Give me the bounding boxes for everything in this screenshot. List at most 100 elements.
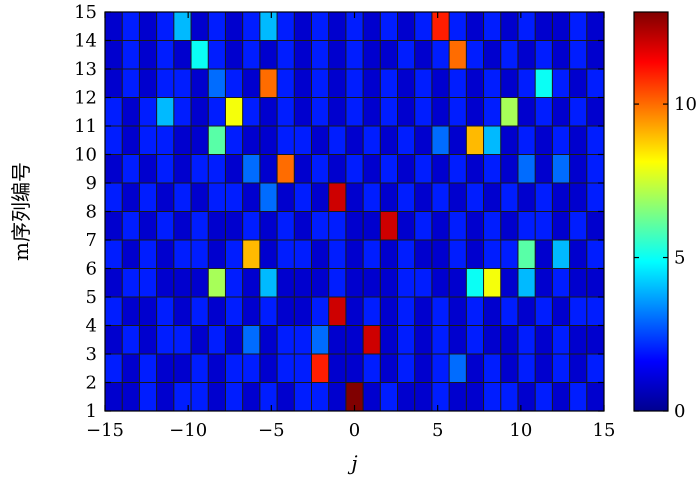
heatmap-cell — [156, 382, 174, 411]
heatmap-cell — [277, 40, 295, 69]
heatmap-cell — [380, 325, 398, 354]
heatmap-cell — [277, 297, 295, 326]
heatmap-cell — [586, 12, 604, 41]
colorbar-tick-label: 10 — [674, 94, 697, 115]
y-tick-label: 7 — [86, 230, 97, 251]
heatmap-cell — [449, 268, 467, 297]
y-tick-label: 1 — [86, 401, 97, 422]
heatmap-cell — [431, 354, 450, 383]
heatmap-cell — [208, 354, 226, 383]
heatmap-cell — [535, 126, 553, 155]
heatmap-cell — [380, 40, 398, 69]
heatmap-cell — [259, 154, 278, 183]
heatmap-cell — [173, 126, 192, 155]
heatmap-cell — [294, 12, 312, 41]
heatmap-cell — [380, 154, 398, 183]
heatmap-cell — [122, 40, 140, 69]
heatmap-cell — [139, 183, 157, 212]
heatmap-cells — [105, 12, 604, 411]
heatmap-cell — [414, 268, 432, 297]
heatmap-cell — [535, 97, 553, 126]
heatmap-cell — [105, 40, 123, 69]
heatmap-cell — [431, 126, 450, 155]
heatmap-cell — [380, 354, 398, 383]
heatmap-cell — [363, 69, 381, 98]
heatmap-cell — [294, 382, 312, 411]
heatmap-cell — [483, 97, 501, 126]
heatmap-cell — [294, 240, 312, 269]
heatmap-cell — [414, 325, 432, 354]
heatmap-cell — [517, 211, 536, 240]
x-tick-label: −10 — [169, 420, 207, 441]
heatmap-cell — [105, 325, 123, 354]
y-tick-label: 11 — [74, 116, 97, 137]
heatmap-cell — [328, 126, 346, 155]
x-tick-label: 0 — [349, 420, 360, 441]
y-tick-label: 4 — [86, 316, 97, 337]
heatmap-cell — [586, 154, 604, 183]
heatmap-cell — [466, 12, 484, 41]
heatmap-cell — [294, 126, 312, 155]
heatmap-cell — [466, 69, 484, 98]
heatmap-cell — [208, 183, 226, 212]
heatmap-cell — [483, 69, 501, 98]
heatmap-cell — [586, 183, 604, 212]
heatmap-cell — [294, 69, 312, 98]
heatmap-cell — [397, 97, 415, 126]
heatmap-cell — [363, 268, 381, 297]
heatmap-cell — [139, 268, 157, 297]
heatmap-cell — [122, 97, 140, 126]
heatmap-cell — [569, 69, 587, 98]
heatmap-cell — [517, 240, 536, 269]
heatmap-cell — [466, 183, 484, 212]
heatmap-cell — [517, 12, 536, 41]
heatmap-cell — [311, 268, 329, 297]
heatmap-cell — [466, 40, 484, 69]
heatmap-cell — [311, 69, 329, 98]
heatmap-cell — [552, 12, 570, 41]
heatmap-cell — [586, 382, 604, 411]
heatmap-cell — [139, 97, 157, 126]
heatmap-cell — [208, 40, 226, 69]
heatmap-cell — [156, 183, 174, 212]
heatmap-cell — [466, 211, 484, 240]
heatmap-cell — [105, 154, 123, 183]
heatmap-cell — [277, 268, 295, 297]
heatmap-cell — [122, 240, 140, 269]
heatmap-cell — [517, 97, 536, 126]
heatmap-cell — [277, 154, 295, 183]
heatmap-cell — [397, 69, 415, 98]
heatmap-cell — [517, 382, 536, 411]
heatmap-cell — [449, 211, 467, 240]
heatmap-cell — [311, 297, 329, 326]
heatmap-cell — [122, 325, 140, 354]
heatmap-cell — [483, 126, 501, 155]
heatmap-cell — [225, 97, 243, 126]
heatmap-cell — [311, 12, 329, 41]
heatmap-cell — [431, 211, 450, 240]
y-axis-title: m序列编号 — [9, 162, 33, 261]
heatmap-cell — [311, 325, 329, 354]
heatmap-cell — [466, 382, 484, 411]
heatmap-cell — [242, 154, 260, 183]
heatmap-cell — [552, 211, 570, 240]
heatmap-cell — [225, 297, 243, 326]
heatmap-cell — [328, 268, 346, 297]
colorbar-ticks: 0 5 10 — [634, 94, 697, 422]
heatmap-cell — [345, 325, 364, 354]
heatmap-cell — [208, 126, 226, 155]
heatmap-cell — [483, 268, 501, 297]
heatmap-cell — [328, 97, 346, 126]
heatmap-cell — [483, 382, 501, 411]
heatmap-cell — [535, 325, 553, 354]
heatmap-cell — [517, 126, 536, 155]
heatmap-cell — [156, 126, 174, 155]
heatmap-cell — [156, 97, 174, 126]
heatmap-cell — [569, 12, 587, 41]
heatmap-cell — [173, 154, 192, 183]
heatmap-cell — [363, 126, 381, 155]
heatmap-cell — [225, 154, 243, 183]
heatmap-cell — [225, 126, 243, 155]
heatmap-cell — [277, 325, 295, 354]
